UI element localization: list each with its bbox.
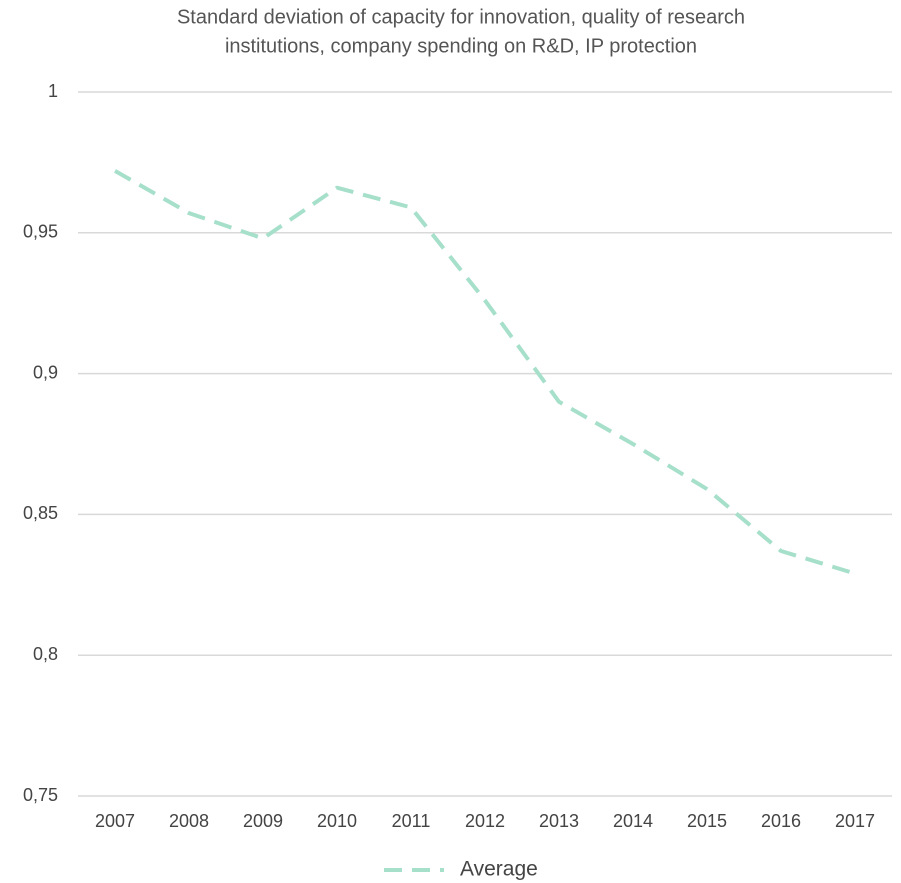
x-tick-label: 2017 — [835, 811, 875, 831]
x-tick-label: 2010 — [317, 811, 357, 831]
x-tick-label: 2012 — [465, 811, 505, 831]
x-tick-label: 2007 — [95, 811, 135, 831]
chart-title: Standard deviation of capacity for innov… — [177, 6, 745, 28]
y-tick-label: 0,9 — [33, 362, 58, 382]
chart-title: institutions, company spending on R&D, I… — [225, 35, 697, 57]
y-tick-label: 1 — [48, 81, 58, 101]
y-tick-label: 0,95 — [23, 222, 58, 242]
y-tick-label: 0,8 — [33, 644, 58, 664]
y-tick-label: 0,85 — [23, 503, 58, 523]
y-tick-label: 0,75 — [23, 785, 58, 805]
x-tick-label: 2011 — [392, 811, 431, 831]
legend-label: Average — [460, 858, 538, 881]
x-tick-label: 2015 — [687, 811, 727, 831]
data-line — [114, 169, 856, 576]
x-tick-label: 2016 — [761, 811, 801, 831]
x-tick-label: 2013 — [539, 811, 579, 831]
x-tick-label: 2014 — [613, 811, 653, 831]
x-tick-label: 2008 — [169, 811, 209, 831]
x-tick-label: 2009 — [243, 811, 283, 831]
